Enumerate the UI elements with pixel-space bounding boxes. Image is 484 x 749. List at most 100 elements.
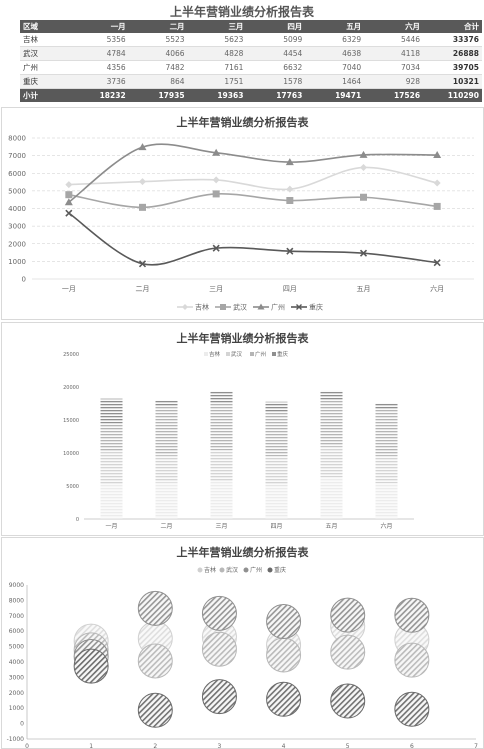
bar-segment (100, 452, 123, 484)
table-cell: 1578 (246, 74, 306, 89)
bubble (394, 597, 430, 633)
legend-label: 广州 (271, 303, 285, 312)
bubble (330, 634, 366, 670)
stacked-bar-chart-panel: 上半年营销业绩分析报告表 0 5000 10000 15000 20000 25000 一月… (1, 322, 484, 536)
table-cell: 6329 (305, 33, 365, 47)
col-header: 区域 (20, 20, 70, 33)
y-tick-label: 1000 (8, 258, 26, 266)
data-point (285, 158, 294, 166)
y-tick-label: 8000 (8, 135, 26, 143)
page-title: 上半年营销业绩分析报告表 (169, 5, 314, 19)
data-point (64, 198, 73, 206)
bar-segment (320, 390, 343, 401)
table-cell: 5099 (246, 33, 306, 47)
legend-item: 武汉 (219, 566, 238, 574)
series-line (68, 143, 438, 203)
table-cell: 5623 (187, 33, 247, 47)
x-tick-label: 五月 (357, 285, 371, 293)
legend-label: 重庆 (309, 303, 323, 312)
table-cell: 1464 (305, 74, 365, 89)
bar-segment (155, 406, 178, 456)
table-cell: 4066 (128, 46, 188, 61)
data-point (139, 178, 146, 186)
x-tick-label: 五月 (325, 523, 337, 530)
bar-segment (210, 391, 233, 403)
y-tick-label: 6000 (9, 628, 24, 635)
bar-segment (155, 482, 178, 519)
table-cell: 7161 (187, 60, 247, 75)
table-footer-row: 小计 18232 17935 19363 17763 19471 17526 110290 (20, 88, 482, 102)
footer-cell: 19363 (187, 88, 247, 102)
data-point (433, 259, 441, 267)
x-tick-label: 7 (474, 743, 478, 748)
bar-segment (210, 402, 233, 451)
data-point (212, 148, 221, 156)
col-header: 一月 (69, 20, 129, 33)
x-tick-label: 3 (218, 743, 222, 748)
stacked-bar-chart: 0 5000 10000 15000 20000 25000 一月 二月 三月 四月 五月 六月 吉林 武… (63, 350, 414, 530)
bar-segment (375, 483, 398, 519)
x-tick-label: 六月 (430, 284, 444, 293)
table-cell: 3736 (69, 74, 129, 89)
y-tick-label: 7000 (9, 613, 24, 620)
table-row: 吉林 5356 5523 5623 5099 6329 5446 33376 (20, 33, 482, 47)
footer-cell: 17763 (246, 88, 306, 102)
table-cell: 4784 (69, 46, 129, 61)
y-tick-label: 15000 (63, 418, 79, 424)
y-tick-label: 3000 (8, 223, 26, 231)
y-tick-label: 5000 (9, 644, 24, 651)
line-chart: 0 1000 2000 3000 4000 5000 6000 7000 8000 一月 二月 三月 四… (8, 135, 474, 312)
table-cell: 864 (128, 74, 188, 89)
bar-segment (265, 485, 288, 519)
table-cell: 39705 (423, 60, 482, 75)
y-tick-label: 0 (76, 517, 79, 523)
legend-label: 吉林 (209, 350, 221, 358)
legend-label: 武汉 (226, 566, 238, 574)
y-tick-label: 3000 (9, 674, 24, 681)
legend-label: 广州 (255, 350, 266, 358)
table-cell: 5446 (364, 33, 424, 47)
col-header: 六月 (364, 20, 424, 33)
data-point (286, 196, 294, 204)
bubble (266, 603, 302, 639)
legend-item: 广州 (250, 350, 266, 358)
data-point (286, 185, 294, 193)
table-cell: 4454 (246, 46, 306, 61)
x-tick-label: 四月 (270, 523, 282, 530)
bar-segment (320, 446, 343, 478)
table-row: 广州 4356 7482 7161 6632 7040 7034 39705 (20, 60, 482, 75)
y-tick-label: 2000 (8, 240, 26, 248)
y-tick-label: 4000 (8, 205, 26, 213)
legend-item: 重庆 (291, 303, 323, 312)
col-header: 三月 (187, 20, 247, 33)
sales-table: 区域 一月 二月 三月 四月 五月 六月 合计 吉林 5356 5523 5623 5099 6329 5… (20, 20, 482, 102)
x-tick-label: 5 (346, 743, 350, 748)
bubble (330, 597, 366, 633)
bubble (394, 642, 430, 678)
bar-segment (375, 409, 398, 456)
legend-label: 吉林 (204, 566, 216, 574)
bubble (394, 691, 430, 727)
bubble (137, 643, 173, 679)
x-tick-label: 二月 (136, 285, 150, 293)
footer-cell: 18232 (69, 88, 129, 102)
legend-label: 吉林 (195, 303, 209, 312)
series-line (68, 166, 438, 191)
y-tick-label: 2000 (9, 690, 24, 697)
y-tick-label: 5000 (8, 187, 26, 195)
data-point (65, 181, 73, 189)
y-tick-label: 0 (22, 276, 26, 284)
legend-label: 武汉 (233, 303, 247, 312)
series-line (68, 212, 438, 266)
bar-segment (320, 400, 343, 447)
x-tick-label: 一月 (62, 285, 76, 293)
series-line (68, 193, 438, 209)
footer-cell: 17935 (128, 88, 188, 102)
legend-item: 重庆 (267, 566, 286, 574)
col-header: 二月 (128, 20, 188, 33)
y-tick-label: 20000 (63, 385, 79, 391)
data-point (286, 247, 294, 255)
y-tick-label: -1000 (7, 736, 25, 743)
x-tick-label: 四月 (283, 285, 297, 293)
bubble (201, 595, 237, 631)
